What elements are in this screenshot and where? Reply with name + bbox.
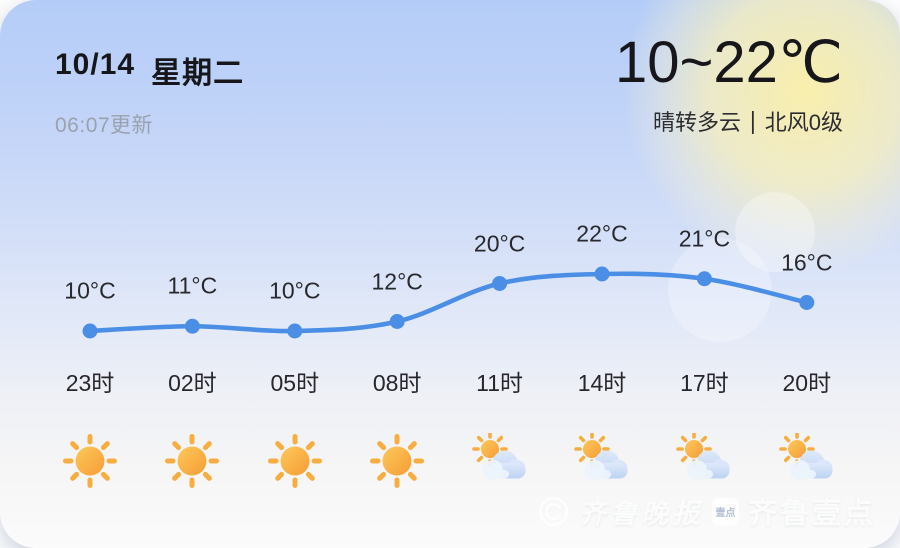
temperature-line	[87, 271, 810, 334]
condition-text: 晴转多云	[653, 109, 742, 135]
data-point	[696, 271, 712, 287]
sun-glyph	[165, 434, 220, 488]
sunny-icon	[368, 433, 426, 489]
sun-behind-cloud-glyph	[471, 433, 526, 480]
temp-label: 11°C	[167, 272, 218, 299]
partly-cloudy-icon	[778, 433, 836, 489]
update-time: 06:07更新	[55, 114, 154, 137]
sunny-icon	[163, 433, 221, 489]
data-point	[184, 318, 200, 334]
temp-range: 10~22℃	[614, 30, 843, 95]
temp-label: 10°C	[64, 277, 116, 304]
temp-label: 16°C	[781, 249, 833, 275]
time-label: 11时	[476, 370, 524, 396]
temp-label: 20°C	[473, 230, 526, 256]
header-right: 10~22℃ 晴转多云 | 北风0级	[614, 30, 843, 137]
sun-glyph	[267, 434, 322, 488]
sun-behind-cloud-glyph	[574, 433, 628, 480]
time-label: 20时	[782, 370, 832, 396]
data-point	[799, 295, 815, 310]
time-label: 17时	[680, 370, 729, 396]
partly-cloudy-icon	[471, 433, 529, 489]
sun-behind-cloud-glyph	[778, 433, 833, 480]
data-point	[492, 276, 508, 291]
time-label: 05时	[270, 370, 320, 396]
data-point	[287, 323, 303, 339]
temp-label: 21°C	[678, 225, 731, 252]
temp-label: 22°C	[576, 220, 628, 247]
date-title: 10/14 星期二	[55, 48, 244, 92]
sun-glyph	[63, 434, 117, 488]
separator: |	[750, 105, 756, 135]
data-point	[82, 323, 98, 339]
partly-cloudy-icon	[675, 433, 733, 489]
date-text: 10/14	[55, 48, 136, 81]
sunny-icon	[61, 433, 119, 489]
data-point	[594, 266, 610, 282]
time-label: 08时	[372, 370, 422, 396]
partly-cloudy-icon	[573, 433, 631, 489]
sunny-icon	[266, 433, 324, 489]
temp-label: 12°C	[371, 268, 423, 294]
temp-label: 10°C	[269, 277, 321, 304]
time-label: 02时	[168, 370, 217, 396]
sun-glyph	[370, 434, 425, 488]
weekday-text: 星期二	[151, 57, 245, 90]
time-label: 14时	[577, 370, 627, 396]
data-point	[389, 314, 405, 329]
sun-behind-cloud-glyph	[676, 433, 730, 480]
header-left: 10/14 星期二 06:07更新	[55, 48, 244, 139]
wind-text: 北风0级	[764, 109, 843, 135]
time-label: 23时	[65, 370, 115, 396]
condition-row: 晴转多云 | 北风0级	[615, 105, 843, 137]
